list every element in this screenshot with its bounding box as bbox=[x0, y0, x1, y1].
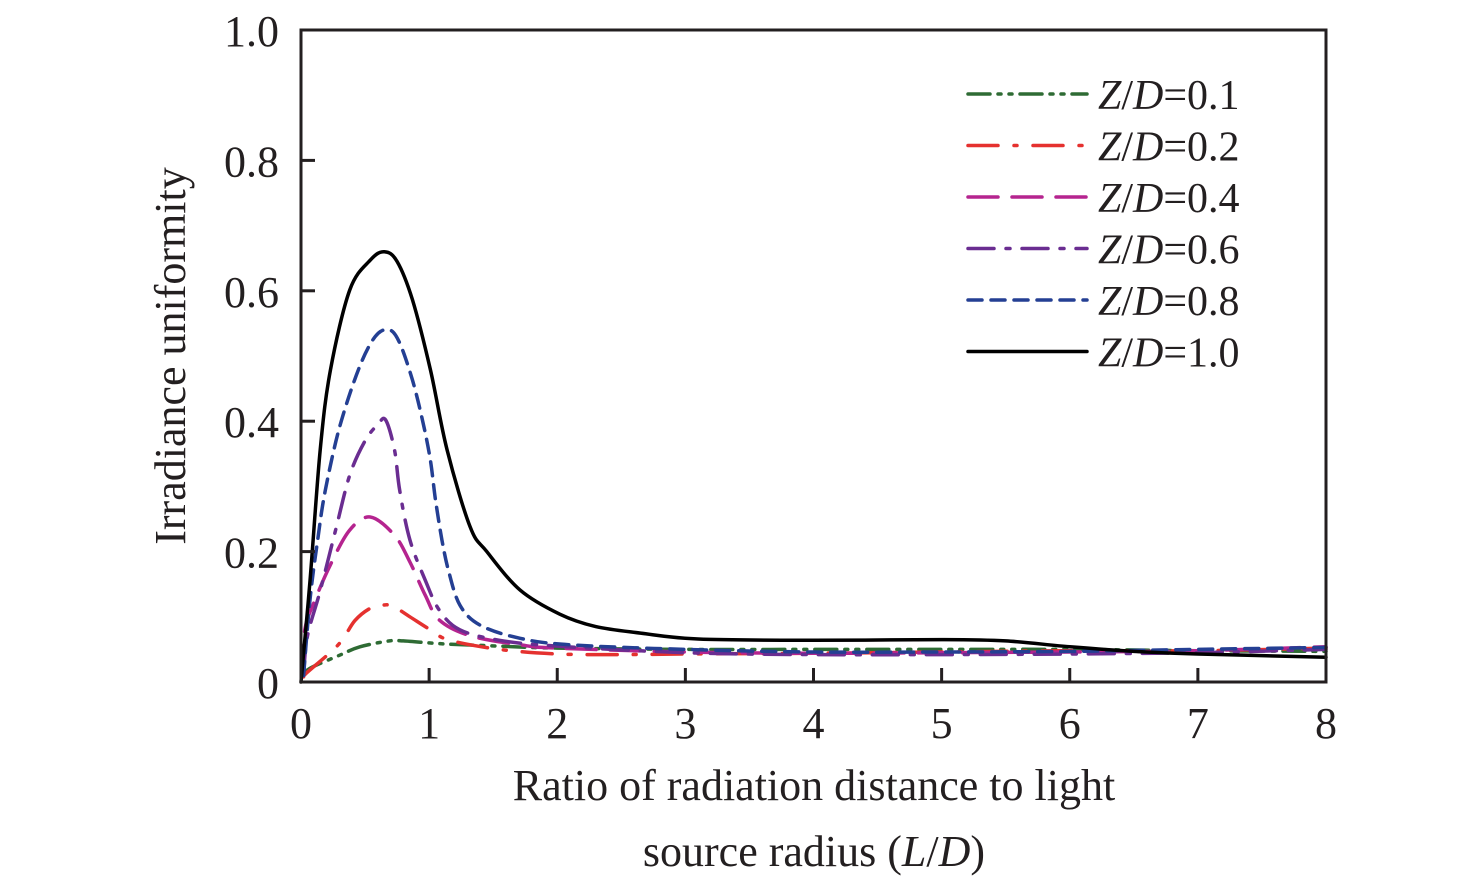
y-tick-label: 0.6 bbox=[224, 268, 279, 317]
x-axis-title-part: source radius ( bbox=[643, 827, 902, 876]
x-axis-title-line-2-text: source radius (L/D) bbox=[643, 827, 985, 876]
legend: Z/D=0.1Z/D=0.2Z/D=0.4Z/D=0.6Z/D=0.8Z/D=1… bbox=[966, 73, 1240, 377]
legend-label-z: Z bbox=[1098, 331, 1122, 377]
x-axis-title-part: L bbox=[901, 827, 926, 876]
x-tick-label: 6 bbox=[1059, 699, 1081, 748]
x-tick-label: 0 bbox=[290, 699, 312, 748]
legend-label-slash: / bbox=[1121, 125, 1133, 171]
legend-label-slash: / bbox=[1121, 176, 1133, 222]
legend-item: Z/D=0.1 bbox=[966, 73, 1240, 119]
series-line-0-8 bbox=[301, 327, 1328, 678]
legend-label-d: D bbox=[1132, 279, 1163, 325]
x-tick-label: 8 bbox=[1315, 699, 1337, 748]
legend-label: Z/D=0.8 bbox=[1098, 279, 1240, 325]
legend-label-d: D bbox=[1132, 331, 1163, 377]
legend-label-d: D bbox=[1132, 125, 1163, 171]
x-axis-title-part: D bbox=[938, 827, 971, 876]
y-tick-label: 0.4 bbox=[224, 398, 279, 447]
legend-label-slash: / bbox=[1121, 73, 1133, 119]
legend-label-value: =0.8 bbox=[1163, 279, 1239, 325]
y-axis-ticks: 0 0.2 0.4 0.6 0.8 1.0 bbox=[224, 7, 315, 708]
legend-item: Z/D=0.6 bbox=[966, 228, 1240, 274]
legend-item: Z/D=0.4 bbox=[966, 176, 1240, 222]
x-tick-label: 4 bbox=[803, 699, 825, 748]
legend-label-z: Z bbox=[1098, 228, 1122, 274]
x-axis-title-line-1: Ratio of radiation distance to light bbox=[513, 761, 1115, 810]
y-tick-label: 0.8 bbox=[224, 137, 279, 186]
legend-label-d: D bbox=[1132, 176, 1163, 222]
legend-label-z: Z bbox=[1098, 279, 1122, 325]
legend-item: Z/D=1.0 bbox=[966, 331, 1240, 377]
legend-label-value: =0.1 bbox=[1163, 73, 1239, 119]
legend-label-d: D bbox=[1132, 228, 1163, 274]
legend-label-z: Z bbox=[1098, 125, 1122, 171]
series-line-1-0 bbox=[299, 249, 1328, 684]
legend-label-slash: / bbox=[1121, 331, 1133, 377]
series-layer bbox=[299, 249, 1328, 684]
x-tick-label: 5 bbox=[931, 699, 953, 748]
x-tick-label: 2 bbox=[546, 699, 568, 748]
x-tick-label: 3 bbox=[674, 699, 696, 748]
y-tick-label: 0 bbox=[257, 659, 279, 708]
legend-label-value: =0.2 bbox=[1163, 125, 1239, 171]
legend-label: Z/D=0.1 bbox=[1098, 73, 1240, 119]
legend-label-value: =1.0 bbox=[1163, 331, 1239, 377]
series-line-0-2 bbox=[301, 603, 1328, 679]
x-tick-label: 7 bbox=[1187, 699, 1209, 748]
series-line-0-6 bbox=[301, 416, 1328, 678]
x-axis-title-line-2: source radius (L/D) bbox=[643, 827, 985, 876]
legend-label-value: =0.6 bbox=[1163, 228, 1239, 274]
y-tick-label: 0.2 bbox=[224, 529, 279, 578]
y-axis-title: Irradiance uniformity bbox=[146, 167, 195, 545]
x-tick-label: 1 bbox=[418, 699, 440, 748]
legend-label-slash: / bbox=[1121, 279, 1133, 325]
legend-label: Z/D=0.6 bbox=[1098, 228, 1240, 274]
x-axis-title-part: ) bbox=[970, 827, 985, 876]
legend-item: Z/D=0.8 bbox=[966, 279, 1240, 325]
legend-label-z: Z bbox=[1098, 73, 1122, 119]
legend-label-slash: / bbox=[1121, 228, 1133, 274]
legend-label-d: D bbox=[1132, 73, 1163, 119]
legend-label-value: =0.4 bbox=[1163, 176, 1239, 222]
legend-label: Z/D=0.2 bbox=[1098, 125, 1240, 171]
series-line-0-1 bbox=[301, 638, 1328, 678]
legend-label: Z/D=1.0 bbox=[1098, 331, 1240, 377]
legend-label: Z/D=0.4 bbox=[1098, 176, 1240, 222]
x-axis-ticks: 0 1 2 3 4 5 6 7 8 bbox=[290, 668, 1337, 748]
x-axis-title-part: / bbox=[926, 827, 939, 876]
legend-label-z: Z bbox=[1098, 176, 1122, 222]
y-tick-label: 1.0 bbox=[224, 7, 279, 56]
legend-item: Z/D=0.2 bbox=[966, 125, 1240, 171]
